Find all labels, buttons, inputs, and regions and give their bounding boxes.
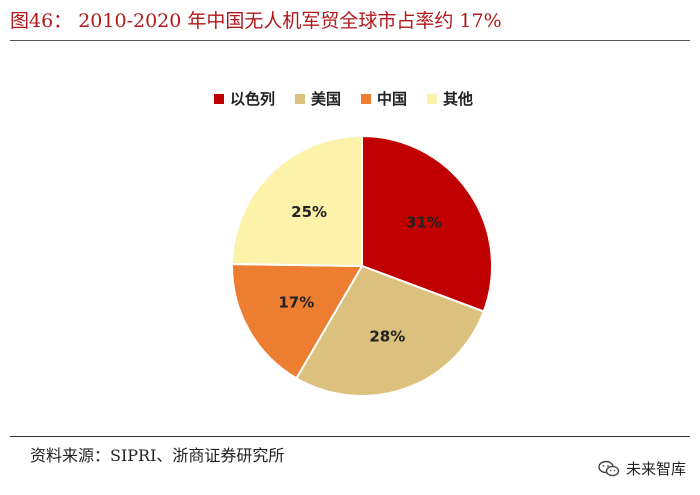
legend-label-other: 其他 bbox=[443, 90, 474, 108]
legend-item-israel: 以色列 bbox=[214, 88, 275, 109]
pie-label-usa: 28% bbox=[369, 328, 405, 346]
pie-label-china: 17% bbox=[278, 294, 314, 312]
chart-title: 图46： 2010-2020 年中国无人机军贸全球市占率约 17% bbox=[10, 10, 502, 32]
legend-swatch-other bbox=[427, 93, 438, 104]
pie-slice-china bbox=[231, 262, 364, 380]
source-divider bbox=[10, 436, 690, 437]
pie-slice-israel bbox=[361, 134, 493, 313]
legend: 以色列 美国 中国 其他 bbox=[214, 88, 473, 109]
legend-label-usa: 美国 bbox=[311, 90, 342, 108]
pie-label-israel: 31% bbox=[406, 214, 442, 232]
pie-slices bbox=[230, 134, 493, 397]
pie-labels: 31% 28% 17% 25% bbox=[278, 203, 442, 346]
legend-label-china: 中国 bbox=[377, 90, 408, 108]
legend-item-china: 中国 bbox=[361, 88, 407, 109]
watermark-text: 未来智库 bbox=[625, 460, 686, 478]
source-note: 资料来源：SIPRI、浙商证券研究所 bbox=[30, 446, 285, 465]
title-divider bbox=[10, 40, 690, 41]
pie-label-other: 25% bbox=[291, 203, 327, 221]
legend-label-israel: 以色列 bbox=[230, 90, 276, 108]
legend-swatch-china bbox=[361, 93, 372, 104]
pie-slice-other bbox=[230, 134, 363, 268]
wechat-icon bbox=[598, 460, 620, 476]
legend-item-usa: 美国 bbox=[295, 88, 341, 109]
legend-item-other: 其他 bbox=[427, 88, 473, 109]
legend-swatch-usa bbox=[295, 93, 306, 104]
legend-swatch-israel bbox=[214, 93, 224, 104]
watermark: 未来智库 bbox=[598, 458, 686, 479]
